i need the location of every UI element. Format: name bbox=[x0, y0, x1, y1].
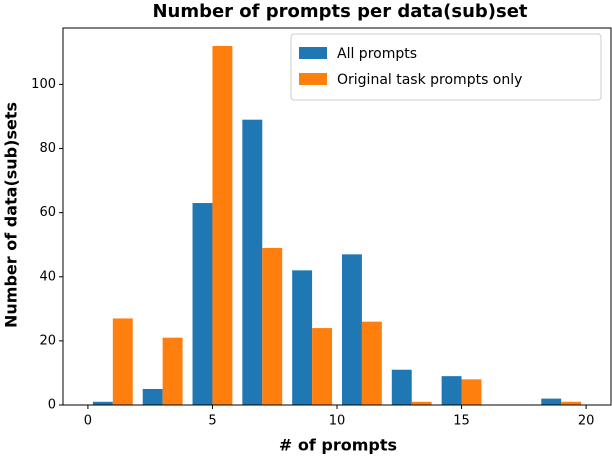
bar bbox=[561, 401, 582, 405]
bar bbox=[441, 376, 462, 405]
bar bbox=[461, 379, 482, 405]
legend-text: All prompts bbox=[337, 46, 417, 62]
bar bbox=[292, 270, 313, 405]
legend-text: Original task prompts only bbox=[337, 72, 522, 88]
legend-swatch bbox=[299, 73, 327, 85]
x-tick-label: 20 bbox=[578, 414, 595, 429]
x-tick-label: 0 bbox=[84, 414, 92, 429]
bar bbox=[341, 254, 362, 405]
bar bbox=[142, 388, 163, 405]
y-tick-label: 100 bbox=[31, 77, 56, 92]
x-tick-label: 10 bbox=[329, 414, 346, 429]
bar bbox=[242, 119, 263, 406]
bar bbox=[312, 328, 333, 405]
bar bbox=[391, 369, 412, 405]
y-tick-label: 60 bbox=[39, 205, 56, 220]
chart-title: Number of prompts per data(sub)set bbox=[152, 1, 527, 22]
legend-swatch bbox=[299, 47, 327, 59]
y-tick-label: 80 bbox=[39, 141, 56, 156]
x-tick-label: 5 bbox=[208, 414, 216, 429]
bar bbox=[112, 318, 133, 405]
y-axis-label: Number of data(sub)sets bbox=[2, 102, 21, 328]
bar bbox=[212, 45, 233, 405]
x-tick-label: 15 bbox=[453, 414, 470, 429]
legend-box bbox=[290, 33, 602, 101]
bar bbox=[411, 401, 432, 405]
y-tick-label: 40 bbox=[39, 269, 56, 284]
bar bbox=[262, 247, 283, 405]
x-axis-label: # of prompts bbox=[279, 436, 397, 455]
bar bbox=[541, 398, 562, 405]
bar bbox=[361, 321, 382, 405]
bar bbox=[192, 203, 213, 405]
bar bbox=[162, 337, 183, 405]
y-tick-label: 20 bbox=[39, 333, 56, 348]
y-tick-label: 0 bbox=[48, 398, 56, 413]
bar bbox=[92, 401, 113, 405]
